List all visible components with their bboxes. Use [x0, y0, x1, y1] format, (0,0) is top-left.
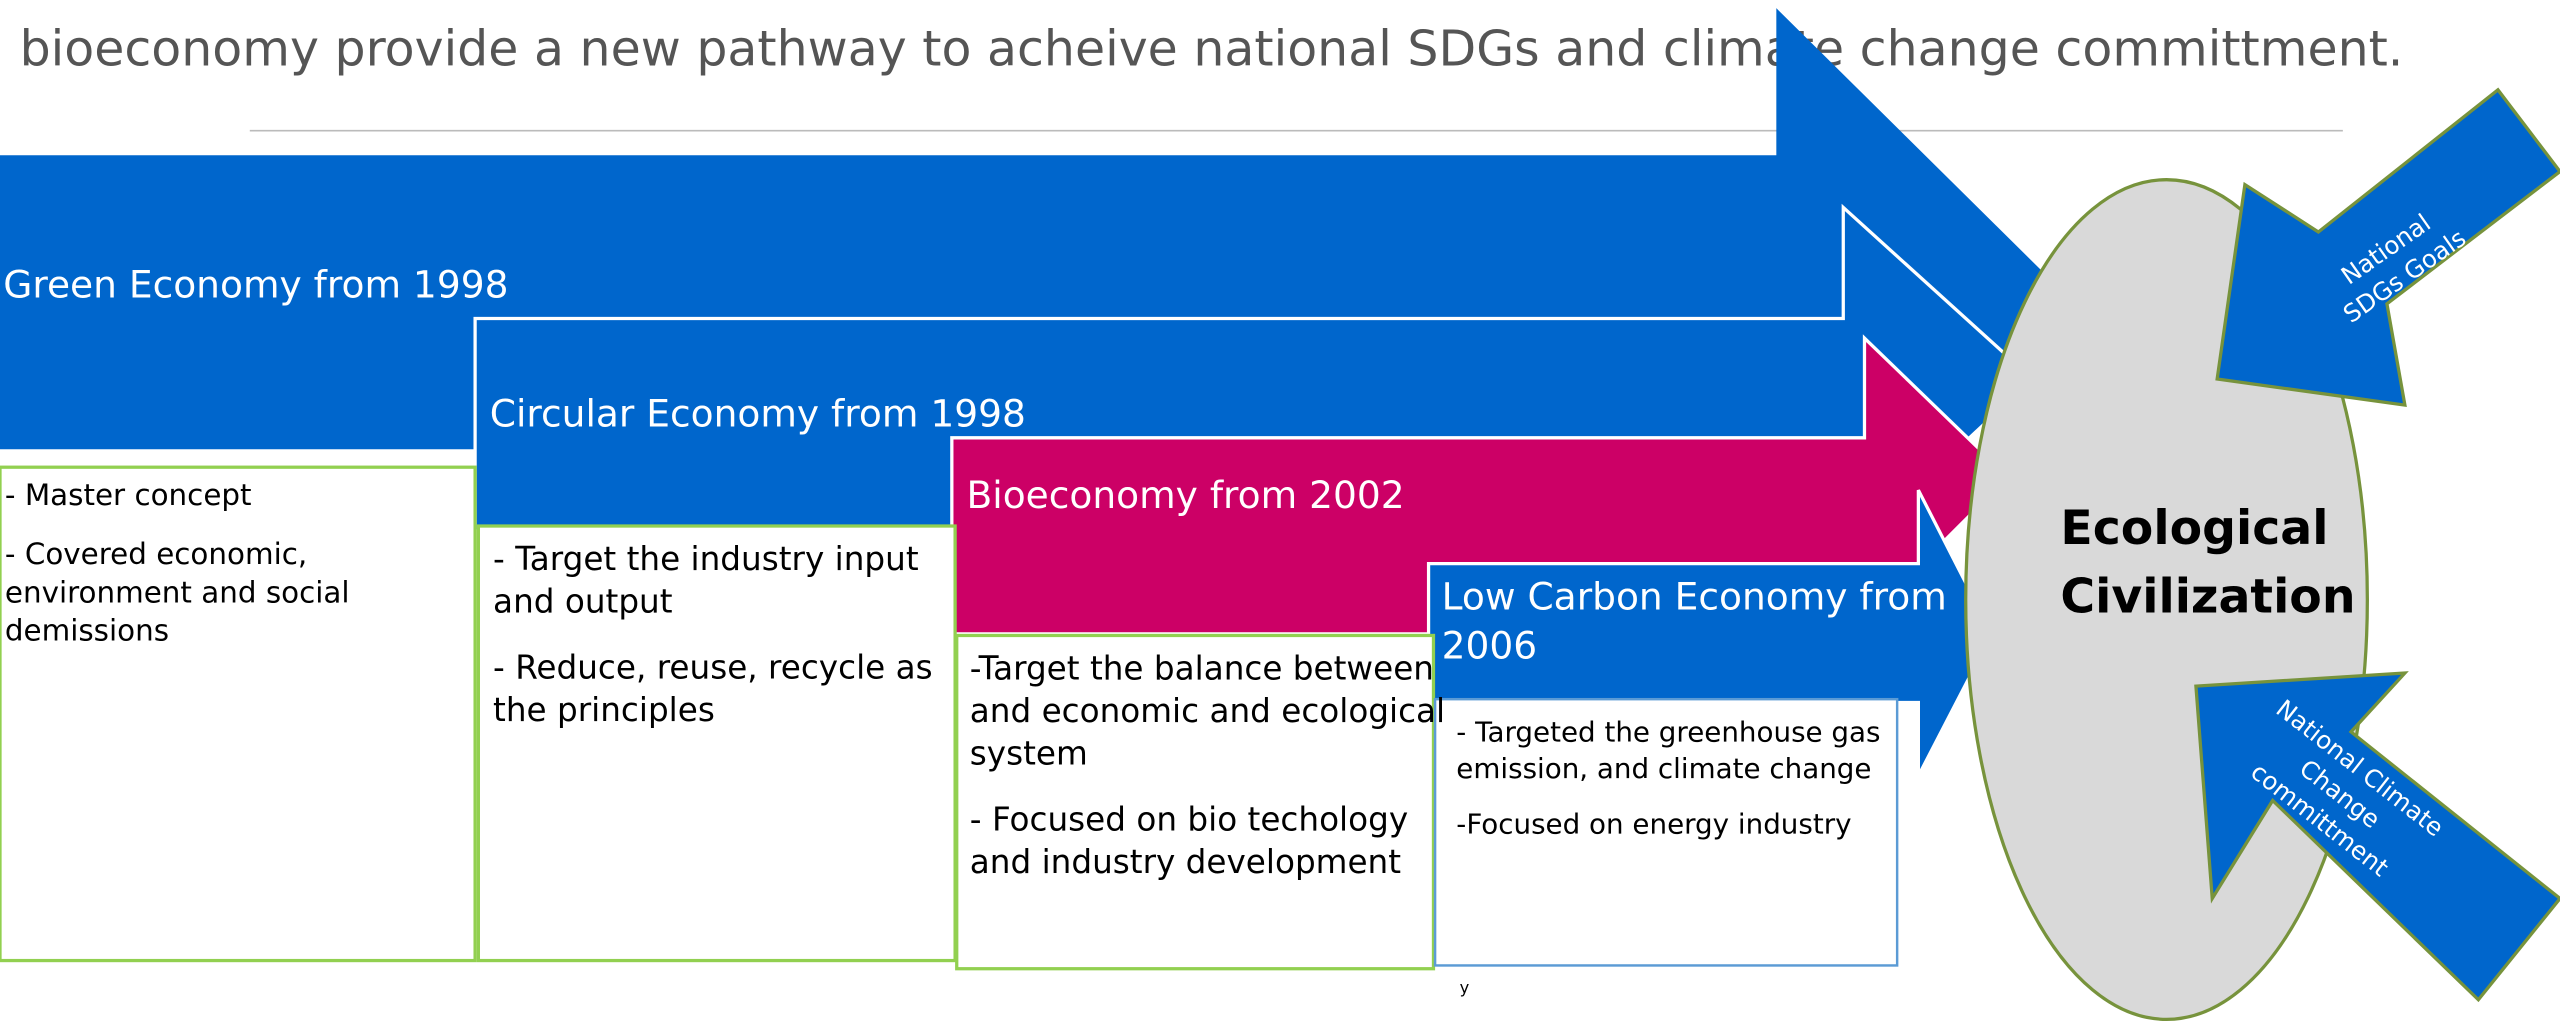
box-lowcarbon [1433, 697, 1899, 967]
stage-label: Bioeconomy from 2002 [967, 473, 1405, 517]
stage-point: - Target the industry input [493, 540, 919, 578]
stage-point: - Targeted the greenhouse gas [1456, 716, 1880, 749]
stage-point: - Focused on bio techology [970, 800, 1408, 838]
stage-point: -Target the balance between [970, 650, 1434, 688]
stage-point: environment and social [5, 575, 350, 609]
stage-point: and output [493, 583, 673, 621]
input-arrow-climate [2194, 671, 2560, 1003]
stage-point: and economic and ecological [970, 692, 1445, 730]
stage-point: - Covered economic, [5, 537, 307, 571]
slide-title: bioeconomy provide a new pathway to ache… [20, 20, 2404, 77]
input-arrow-sdg [2215, 87, 2560, 408]
footnote: y [1460, 978, 1470, 997]
stage-point: the principles [493, 691, 715, 729]
stage-label: Circular Economy from 1998 [490, 391, 1026, 435]
box-bio [955, 633, 1436, 971]
center-label: Ecological [2060, 501, 2328, 556]
stage-point: emission, and climate change [1456, 752, 1871, 785]
stage-label: Green Economy from 1998 [3, 262, 508, 306]
stage-label: 2006 [1442, 623, 1538, 667]
stage-point: and industry development [970, 843, 1401, 881]
center-label: Civilization [2060, 570, 2355, 625]
stage-point: demissions [5, 613, 169, 647]
box-circular [476, 524, 957, 963]
stage-label: Low Carbon Economy from [1442, 574, 1947, 618]
text-layer: Green Economy from 1998 - Master concept -… [3, 208, 2471, 997]
stage-point: - Reduce, reuse, recycle as [493, 648, 933, 686]
box-green [0, 465, 477, 963]
stage-point: -Focused on energy industry [1456, 808, 1851, 841]
stage-point: - Master concept [5, 478, 252, 512]
stage-point: system [970, 735, 1088, 773]
